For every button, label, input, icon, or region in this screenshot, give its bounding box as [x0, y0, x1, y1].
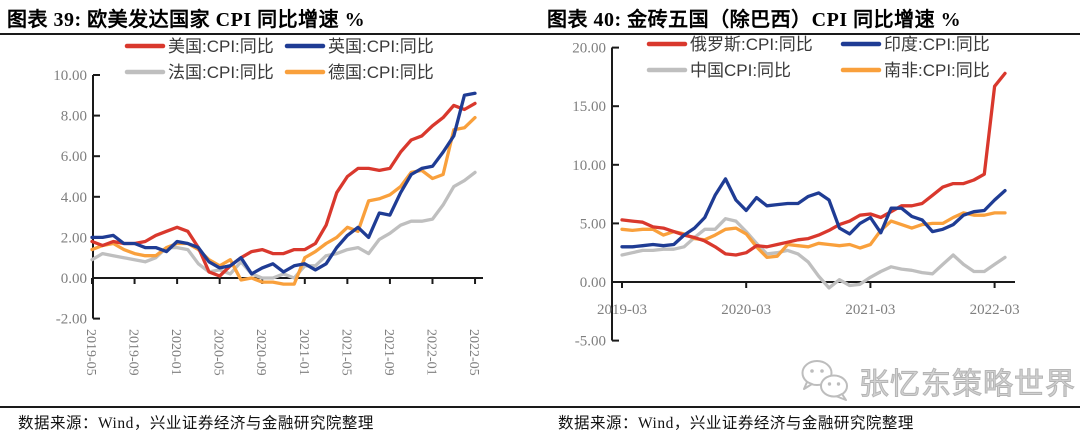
series-line-英国:CPI:同比: [90, 91, 477, 276]
y-tick-label: 0.00: [580, 275, 606, 291]
x-tick-label: 2022-01: [423, 329, 438, 376]
y-tick-label: -2.00: [56, 312, 87, 328]
x-tick-label: 2021-05: [338, 329, 353, 376]
x-tick-label: 2020-05: [211, 329, 226, 376]
source-divider-line: [0, 406, 1080, 408]
series-line-中国CPI:同比: [620, 217, 1007, 290]
y-tick-label: 5.00: [580, 216, 606, 232]
x-tick-label: 2020-03: [721, 302, 771, 318]
series-line-美国:CPI:同比: [90, 101, 477, 278]
x-tick-label: 2019-09: [126, 329, 141, 376]
legend-label-印度:CPI:同比: 印度:CPI:同比: [884, 35, 990, 54]
y-tick-label: 2.00: [61, 230, 87, 246]
wechat-icon: [801, 360, 848, 401]
y-tick-label: 10.00: [572, 158, 606, 174]
legend-label-英国:CPI:同比: 英国:CPI:同比: [328, 37, 434, 56]
title-divider-line: [0, 33, 1080, 35]
legend-label-法国:CPI:同比: 法国:CPI:同比: [168, 63, 274, 82]
y-tick-label: 8.00: [61, 109, 87, 125]
source-text-right: 数据来源：Wind，兴业证券经济与金融研究院整理: [558, 415, 914, 432]
watermark-text: 张忆东策略世界: [859, 368, 1076, 402]
series-line-德国:CPI:同比: [90, 115, 477, 286]
x-tick-label: 2022-03: [970, 302, 1020, 318]
x-tick-label: 2019-03: [597, 302, 647, 318]
x-tick-label: 2020-09: [253, 329, 268, 376]
legend-label-德国:CPI:同比: 德国:CPI:同比: [328, 63, 434, 82]
x-tick-label: 2019-05: [83, 329, 98, 376]
chart-fig40: 20.00 15.00 10.00 5.00 0.00 -5.00 2019-03 2020-…: [572, 35, 1019, 350]
x-tick-label: 2021-09: [381, 329, 396, 376]
y-tick-label: 10.00: [53, 68, 87, 84]
legend-label-俄罗斯:CPI:同比: 俄罗斯:CPI:同比: [690, 35, 813, 54]
y-tick-label: -5.00: [575, 334, 606, 350]
figure-title-right: 图表 40: 金砖五国（除巴西）CPI 同比增速 %: [547, 9, 962, 31]
x-tick-label: 2020-01: [168, 329, 183, 376]
y-tick-label: 6.00: [61, 149, 87, 165]
x-tick-label: 2021-01: [296, 329, 311, 376]
legend-label-中国CPI:同比: 中国CPI:同比: [690, 61, 791, 80]
y-tick-label: 0.00: [61, 271, 87, 287]
y-tick-label: 4.00: [61, 190, 87, 206]
x-tick-label: 2021-03: [845, 302, 895, 318]
watermark: 张忆东策略世界: [796, 358, 1076, 404]
series-line-法国:CPI:同比: [90, 170, 477, 280]
y-tick-label: 20.00: [572, 41, 606, 57]
x-tick-label: 2022-05: [466, 329, 481, 376]
figure-title-left: 图表 39: 欧美发达国家 CPI 同比增速 %: [7, 9, 366, 31]
source-text-left: 数据来源：Wind，兴业证券经济与金融研究院整理: [18, 415, 374, 432]
legend-label-南非:CPI:同比: 南非:CPI:同比: [884, 61, 990, 80]
series-line-印度:CPI:同比: [620, 177, 1007, 249]
legend-label-美国:CPI:同比: 美国:CPI:同比: [168, 37, 274, 56]
y-tick-label: 15.00: [572, 99, 606, 115]
